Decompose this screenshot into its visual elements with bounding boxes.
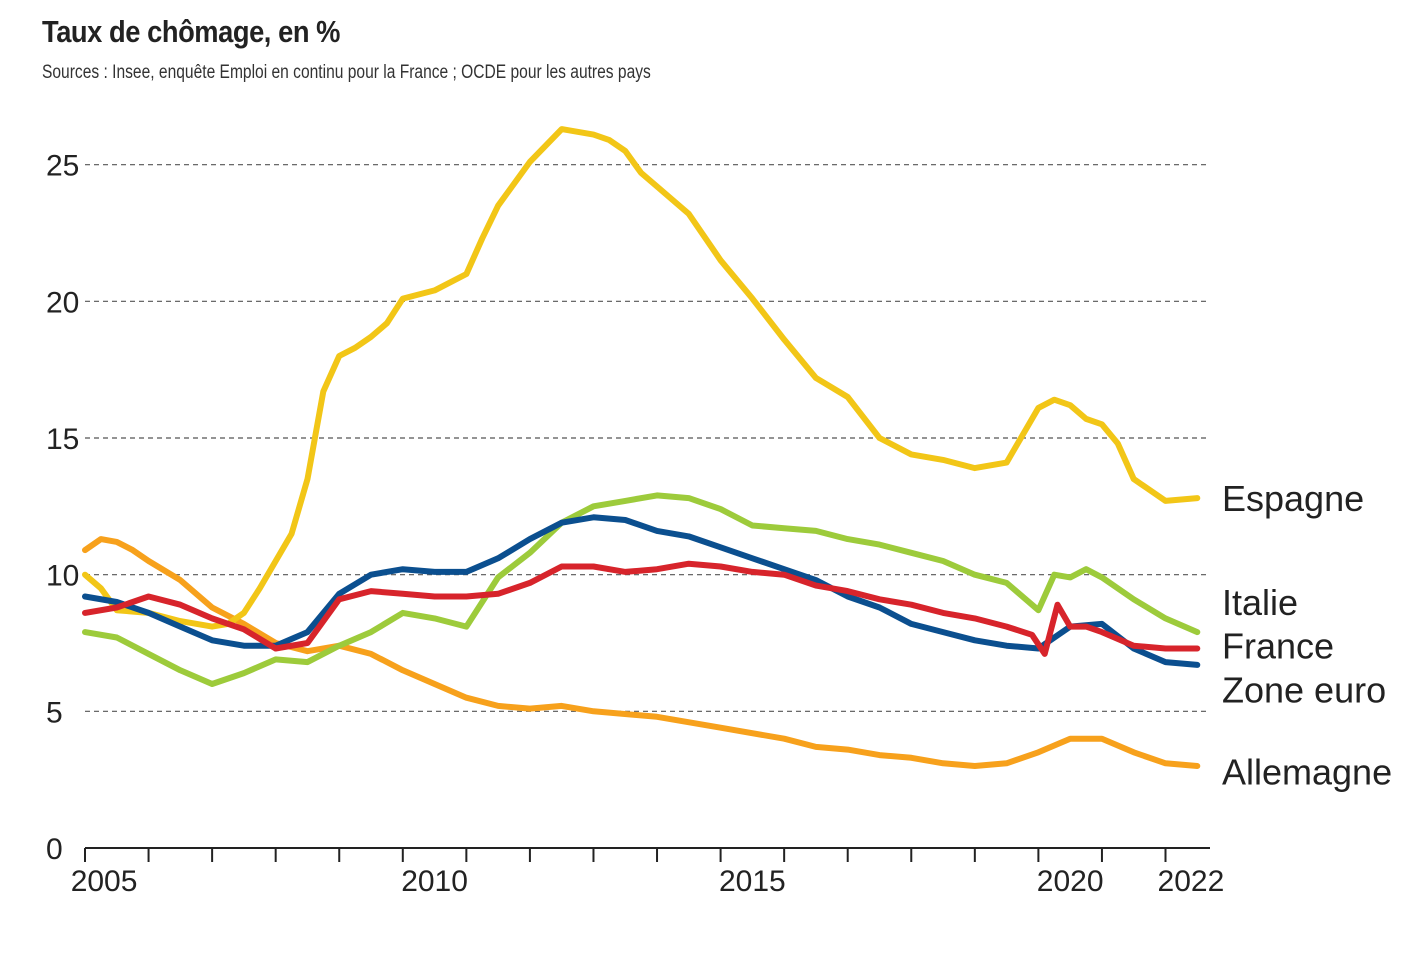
- series-label-italie: Italie: [1222, 582, 1298, 623]
- series-label-zone-euro: Zone euro: [1222, 669, 1386, 710]
- x-tick-label: 2010: [401, 865, 468, 898]
- series-line-france: [82, 560, 1201, 657]
- y-tick-label: 0: [46, 833, 63, 866]
- series-line-espagne: [82, 126, 1201, 630]
- series-line-italie: [82, 492, 1201, 687]
- series-label-espagne: Espagne: [1222, 478, 1364, 519]
- y-tick-label: 25: [46, 150, 79, 183]
- chart-title: Taux de chômage, en %: [42, 14, 341, 49]
- series-line-zone-euro: [82, 514, 1201, 668]
- y-tick-label: 20: [46, 286, 79, 319]
- x-tick-label: 2005: [71, 865, 138, 898]
- x-tick-label: 2015: [719, 865, 786, 898]
- y-tick-label: 5: [46, 696, 63, 729]
- x-tick-label: 2022: [1158, 865, 1225, 898]
- x-tick-label: 2020: [1037, 865, 1104, 898]
- series-label-allemagne: Allemagne: [1222, 751, 1392, 792]
- series-label-france: France: [1222, 626, 1334, 667]
- y-tick-label: 15: [46, 423, 79, 456]
- chart-subtitle: Sources : Insee, enquête Emploi en conti…: [42, 62, 651, 83]
- axis-layer: 0 5 10 15 20 25 2005 2010 2015 2020 2022: [46, 150, 1224, 898]
- series-line-allemagne: [82, 536, 1201, 769]
- y-tick-label: 10: [46, 560, 79, 593]
- series-layer: [82, 126, 1201, 769]
